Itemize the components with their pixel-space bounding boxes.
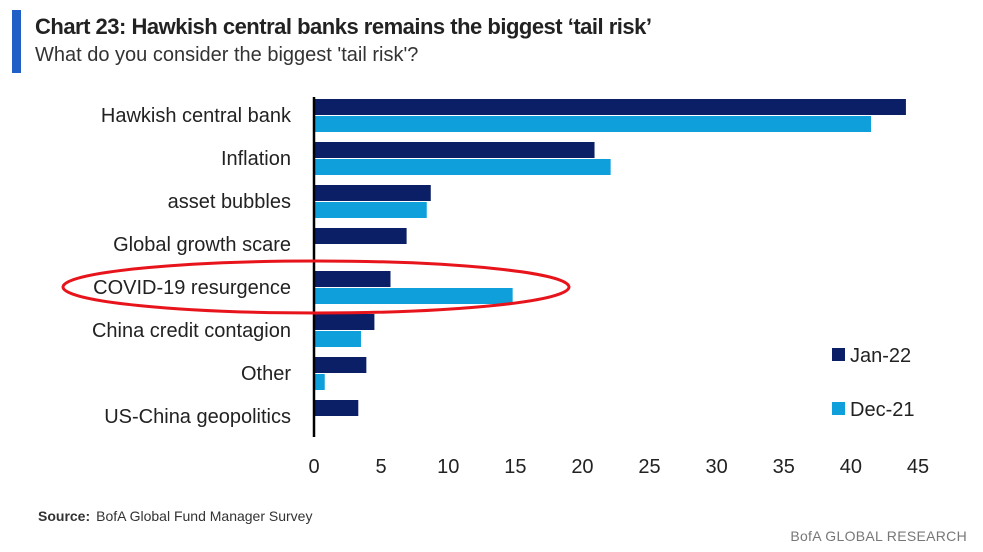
- legend-label: Dec-21: [850, 399, 914, 421]
- bar-jan-22: [314, 142, 595, 158]
- bar-dec-21: [314, 116, 872, 132]
- x-tick-label: 25: [638, 456, 660, 478]
- chart-title: Chart 23: Hawkish central banks remains …: [35, 14, 652, 39]
- legend-swatch-dec-21: [832, 402, 845, 415]
- brand-label: BofA GLOBAL RESEARCH: [790, 528, 967, 544]
- highlight-ellipse: [61, 259, 571, 315]
- bar-dec-21: [314, 331, 361, 347]
- x-tick-label: 5: [376, 456, 387, 478]
- bar-dec-21: [314, 159, 611, 175]
- source-note: Source: BofA Global Fund Manager Survey: [38, 508, 312, 524]
- chart-subtitle: What do you consider the biggest 'tail r…: [35, 44, 419, 66]
- bar-dec-21: [314, 202, 427, 218]
- category-label: Hawkish central bank: [101, 105, 292, 127]
- category-label: China credit contagion: [92, 320, 291, 342]
- x-tick-label: 0: [308, 456, 319, 478]
- category-label: Inflation: [221, 148, 291, 170]
- bar-jan-22: [314, 99, 906, 115]
- category-label: Global growth scare: [113, 234, 291, 256]
- source-text: BofA Global Fund Manager Survey: [96, 508, 313, 524]
- legend-swatch-jan-22: [832, 348, 845, 361]
- x-tick-label: 15: [504, 456, 526, 478]
- legend-label: Jan-22: [850, 345, 911, 367]
- bar-jan-22: [314, 185, 431, 201]
- x-tick-label: 35: [773, 456, 795, 478]
- source-label: Source:: [38, 508, 91, 524]
- category-label: Other: [241, 363, 291, 385]
- x-tick-label: 30: [706, 456, 728, 478]
- x-tick-label: 45: [907, 456, 929, 478]
- bar-dec-21: [314, 374, 325, 390]
- bar-jan-22: [314, 357, 367, 373]
- category-label: US-China geopolitics: [104, 406, 291, 428]
- x-tick-label: 40: [840, 456, 862, 478]
- title-accent-bar: [12, 10, 21, 73]
- category-label: COVID-19 resurgence: [93, 277, 291, 299]
- category-label: asset bubbles: [168, 191, 291, 213]
- x-tick-label: 10: [437, 456, 459, 478]
- bar-dec-21: [314, 288, 513, 304]
- x-tick-label: 20: [571, 456, 593, 478]
- bar-jan-22: [314, 400, 359, 416]
- bar-jan-22: [314, 228, 407, 244]
- bar-jan-22: [314, 314, 375, 330]
- bar-jan-22: [314, 271, 391, 287]
